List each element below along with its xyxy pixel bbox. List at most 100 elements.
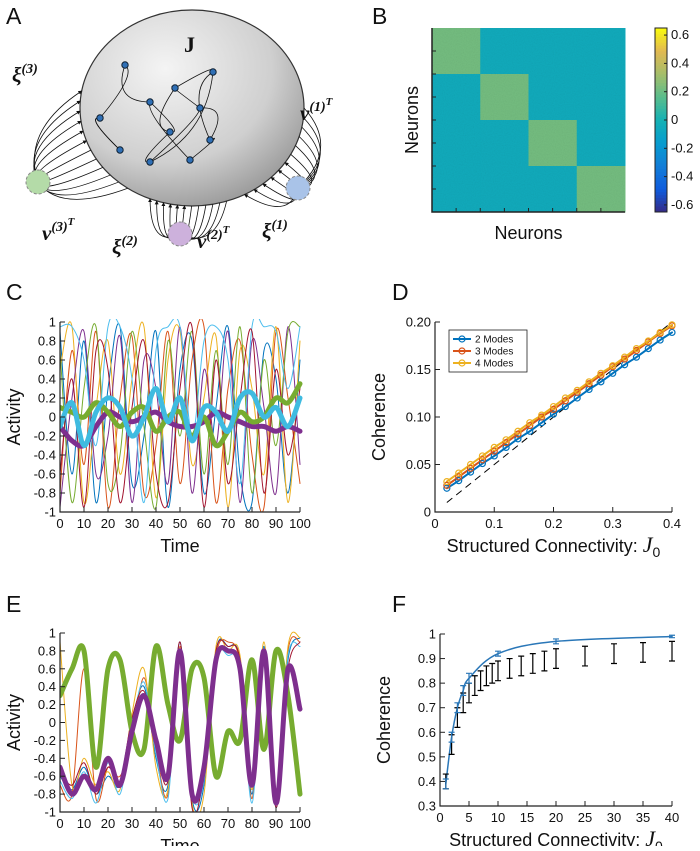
- error-bar: [495, 660, 501, 682]
- series-line: [60, 645, 303, 806]
- series-marker: [502, 436, 510, 444]
- series-marker: [526, 419, 534, 427]
- recurrent-arrow: [121, 64, 151, 104]
- x-tick-label: 0: [56, 816, 63, 831]
- x-axis-label-text: Time: [160, 536, 199, 556]
- x-tick-label: 70: [221, 516, 235, 531]
- neuron-node: [206, 136, 214, 144]
- y-tick-label: 0.6: [38, 661, 56, 676]
- colorbar-step: [655, 151, 667, 155]
- colorbar-step: [655, 206, 667, 210]
- axes-frame: [439, 634, 672, 807]
- x-axis-label-symbol: J: [645, 826, 656, 846]
- colorbar-step: [655, 194, 667, 199]
- series-marker: [502, 443, 510, 451]
- series-marker: [597, 369, 605, 377]
- plot-area: [60, 319, 303, 512]
- y-tick-label: 0: [49, 410, 56, 425]
- error-bar: [669, 634, 675, 639]
- neuron-node: [209, 68, 217, 76]
- x-tick-label: 90: [269, 816, 283, 831]
- x-tick-label: 0.4: [663, 516, 681, 531]
- neuron-node: [196, 104, 204, 112]
- network-diagram: A J ξ(3) ν(3)T ξ(2) ν(2)T ξ(1) ν(1)T: [6, 3, 334, 259]
- colorbar-step: [655, 65, 667, 69]
- colorbar-step: [655, 134, 667, 138]
- error-bar: [466, 672, 472, 684]
- series-marker: [549, 402, 558, 411]
- series-marker: [526, 421, 534, 430]
- error-bar: [448, 731, 455, 743]
- y-tick-label: -0.2: [34, 733, 56, 748]
- x-axis-label-text: Structured Connectivity:: [449, 830, 640, 846]
- error-bar: [553, 648, 559, 669]
- colorbar-step: [655, 56, 667, 61]
- colorbar-step: [655, 28, 667, 32]
- neuron-node: [146, 98, 154, 106]
- colorbar-step: [655, 108, 667, 112]
- colorbar-step: [655, 163, 667, 167]
- x-axis-label-symbol: J: [643, 532, 654, 557]
- series-marker: [573, 386, 581, 394]
- panel-label: F: [392, 591, 406, 617]
- y-tick-label: 0.6: [38, 353, 56, 368]
- error-bar: [553, 638, 559, 645]
- axes-frame: [59, 322, 300, 513]
- series-marker: [644, 337, 652, 345]
- error-bar: [611, 643, 617, 665]
- colorbar-step: [655, 42, 667, 46]
- y-tick-label: -0.4: [34, 448, 56, 463]
- axes-frame: [434, 322, 672, 513]
- error-bar: [471, 675, 478, 697]
- colorbar-tick-label: -0.2: [671, 140, 693, 155]
- colorbar-step: [655, 48, 667, 52]
- series-marker: [620, 353, 629, 361]
- x-tick-label: 60: [197, 516, 211, 531]
- chart-panel: 0.6 0.4 0.2 0 -0.2 -0.4 -0.6 B Neurons Neurons: [372, 3, 693, 243]
- xi-3-label: ξ(3): [12, 62, 38, 87]
- series-marker: [668, 321, 676, 329]
- colorbar-step: [655, 183, 667, 187]
- error-bar: [582, 645, 588, 667]
- neuron-node: [96, 114, 104, 122]
- colorbar-step: [655, 71, 667, 75]
- error-bar: [442, 778, 449, 790]
- colorbar-step: [655, 85, 667, 89]
- series-marker: [466, 468, 475, 476]
- x-axis-label-text: Time: [160, 836, 199, 846]
- colorbar-step: [655, 68, 667, 72]
- colorbar-tick-label: -0.6: [671, 197, 693, 212]
- series-marker: [443, 484, 451, 492]
- series-line: [60, 321, 301, 508]
- x-axis-label-text: Structured Connectivity:: [447, 536, 638, 556]
- colorbar-step: [655, 180, 667, 184]
- x-axis-label: Structured Connectivity: J0: [449, 826, 663, 846]
- colorbar-step: [655, 97, 667, 101]
- series-line: [60, 319, 301, 504]
- colorbar-step: [655, 99, 667, 104]
- colorbar-step: [655, 131, 667, 135]
- y-tick-label: -0.6: [34, 769, 56, 784]
- x-tick-label: 0.3: [604, 516, 622, 531]
- series-line: [445, 323, 673, 483]
- neuron-node: [171, 84, 179, 92]
- colorbar-step: [655, 120, 667, 124]
- panel-label: D: [392, 279, 409, 305]
- series-marker: [585, 378, 593, 386]
- x-tick-label: 25: [578, 810, 592, 825]
- error-bar: [506, 657, 513, 679]
- colorbar-step: [655, 154, 667, 158]
- chart-panel: 0 5 10 15 20 25 30 35 40 0.3 0.4 0.5 0.6 0.7 0.8 0.9 1 F S…: [374, 591, 679, 851]
- x-tick-label: 10: [77, 816, 91, 831]
- plot-area: [445, 635, 673, 785]
- y-tick-label: 0.2: [38, 697, 56, 712]
- colorbar-step: [655, 148, 667, 153]
- colorbar-tick-label: -0.4: [671, 169, 693, 184]
- x-tick-label: 80: [245, 816, 259, 831]
- y-tick-label: 0.5: [418, 749, 436, 764]
- colorbar-step: [655, 111, 667, 115]
- heatmap-texture: [432, 28, 625, 212]
- legend-label: 2 Modes: [475, 335, 513, 346]
- series-marker: [514, 430, 522, 438]
- x-tick-label: 0: [56, 516, 63, 531]
